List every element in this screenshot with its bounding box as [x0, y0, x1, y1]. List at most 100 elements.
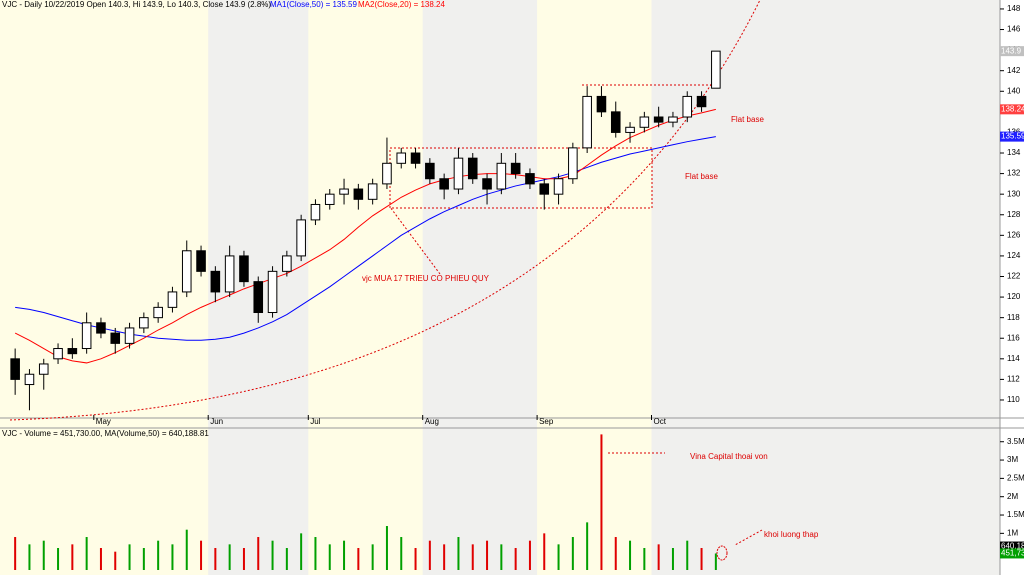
annotation: Vina Capital thoai von: [690, 452, 768, 461]
y-tick-label: 148: [1007, 4, 1021, 13]
x-tick-label: Jun: [210, 417, 223, 426]
volume-bar: [371, 544, 374, 570]
candle-body: [568, 147, 578, 180]
candle-body: [453, 157, 464, 190]
legend-ma2: MA2(Close,20) = 138.24: [358, 0, 445, 9]
volume-bar: [271, 540, 274, 570]
candle-body: [10, 358, 20, 380]
candle-body: [324, 193, 335, 205]
annotation: Flat base: [685, 172, 718, 181]
candle-body: [382, 162, 392, 185]
volume-bar: [500, 544, 503, 570]
volume-bar: [185, 529, 188, 570]
candle-body: [639, 116, 650, 128]
y-tick-label: 1.5M: [1007, 510, 1024, 519]
candle-body: [596, 95, 607, 113]
volume-bar: [486, 540, 489, 570]
candle-body: [267, 270, 278, 314]
y-tick-label: 116: [1007, 333, 1020, 342]
candle-body: [439, 178, 449, 190]
volume-bar: [614, 537, 617, 570]
y-tick-label: 112: [1007, 375, 1020, 384]
price-marker: [1000, 46, 1024, 57]
volume-bar: [671, 548, 674, 570]
price-marker-label: 143.9: [1001, 46, 1022, 55]
candle-body: [653, 116, 664, 123]
price-marker-label: 135.594: [1001, 132, 1024, 141]
volume-bar: [714, 553, 717, 570]
y-tick-label: 3.5M: [1007, 437, 1024, 446]
trend-curve: [9, 0, 761, 421]
candle-body: [625, 126, 635, 133]
y-tick-label: 134: [1007, 148, 1021, 157]
annotation: vjc MUA 17 TRIEU CO PHIEU QUY: [362, 274, 490, 283]
price-title: VJC - Daily 10/22/2019 Open 140.3, Hi 14…: [2, 0, 271, 9]
annotation: Flat base: [731, 115, 764, 124]
candle-body: [668, 116, 678, 123]
volume-bar: [57, 548, 60, 570]
volume-bar: [114, 551, 117, 570]
candle-body: [210, 270, 221, 293]
price-marker-label: 451,730: [1001, 549, 1024, 558]
month-band: [651, 0, 1000, 575]
y-tick-label: 114: [1007, 354, 1020, 363]
candle-body: [425, 162, 435, 180]
y-tick-label: 146: [1007, 25, 1021, 34]
candle-body: [167, 291, 178, 308]
candle-body: [482, 178, 492, 190]
y-tick-label: 110: [1007, 395, 1020, 404]
x-tick-label: Oct: [654, 417, 667, 426]
y-tick-label: 3M: [1007, 455, 1018, 464]
volume-bar: [471, 544, 474, 570]
candle-body: [24, 373, 35, 386]
volume-bar: [457, 537, 460, 570]
candle-body: [610, 111, 621, 133]
price-marker-label: 640,189: [1001, 542, 1024, 551]
candle-body: [96, 322, 106, 334]
volume-bar: [686, 540, 689, 570]
candle-body: [525, 173, 535, 185]
annotation: khoi luong thap: [764, 530, 819, 539]
volume-bar: [128, 544, 131, 570]
candle-body: [582, 95, 592, 149]
candle-body: [682, 95, 693, 118]
x-tick-label: Jul: [310, 417, 320, 426]
candle-body: [38, 363, 49, 375]
volume-bar: [314, 537, 317, 570]
candle-body: [181, 250, 192, 293]
volume-bar: [300, 533, 303, 570]
x-tick-label: Aug: [425, 417, 439, 426]
axis-background: [1000, 0, 1024, 575]
candle-body: [139, 317, 149, 329]
y-tick-label: 124: [1007, 251, 1021, 260]
candle-body: [196, 250, 206, 272]
price-marker: [1000, 131, 1024, 142]
volume-bar: [357, 548, 360, 570]
volume-bar: [400, 537, 403, 570]
candle-body: [367, 183, 378, 200]
y-tick-label: 140: [1007, 86, 1021, 95]
volume-bar: [543, 533, 546, 570]
candle-body: [396, 152, 407, 164]
volume-bar: [385, 526, 388, 570]
candle-body: [124, 327, 135, 344]
volume-bar: [657, 544, 660, 570]
candle-body: [539, 183, 550, 195]
volume-bar: [528, 540, 531, 570]
volume-bar: [42, 540, 45, 570]
month-band: [422, 0, 538, 575]
volume-bar: [85, 537, 88, 570]
moving-average: [14, 108, 716, 364]
candle-body: [310, 203, 321, 221]
y-tick-label: 122: [1007, 272, 1021, 281]
candle-body: [510, 162, 521, 175]
y-tick-label: 118: [1007, 313, 1020, 322]
volume-bar: [443, 544, 446, 570]
candle-body: [224, 255, 235, 293]
y-tick-label: 120: [1007, 292, 1021, 301]
candle-body: [696, 95, 707, 108]
y-tick-label: 2M: [1007, 492, 1018, 501]
y-tick-label: 1M: [1007, 528, 1018, 537]
arrow: [734, 529, 763, 546]
